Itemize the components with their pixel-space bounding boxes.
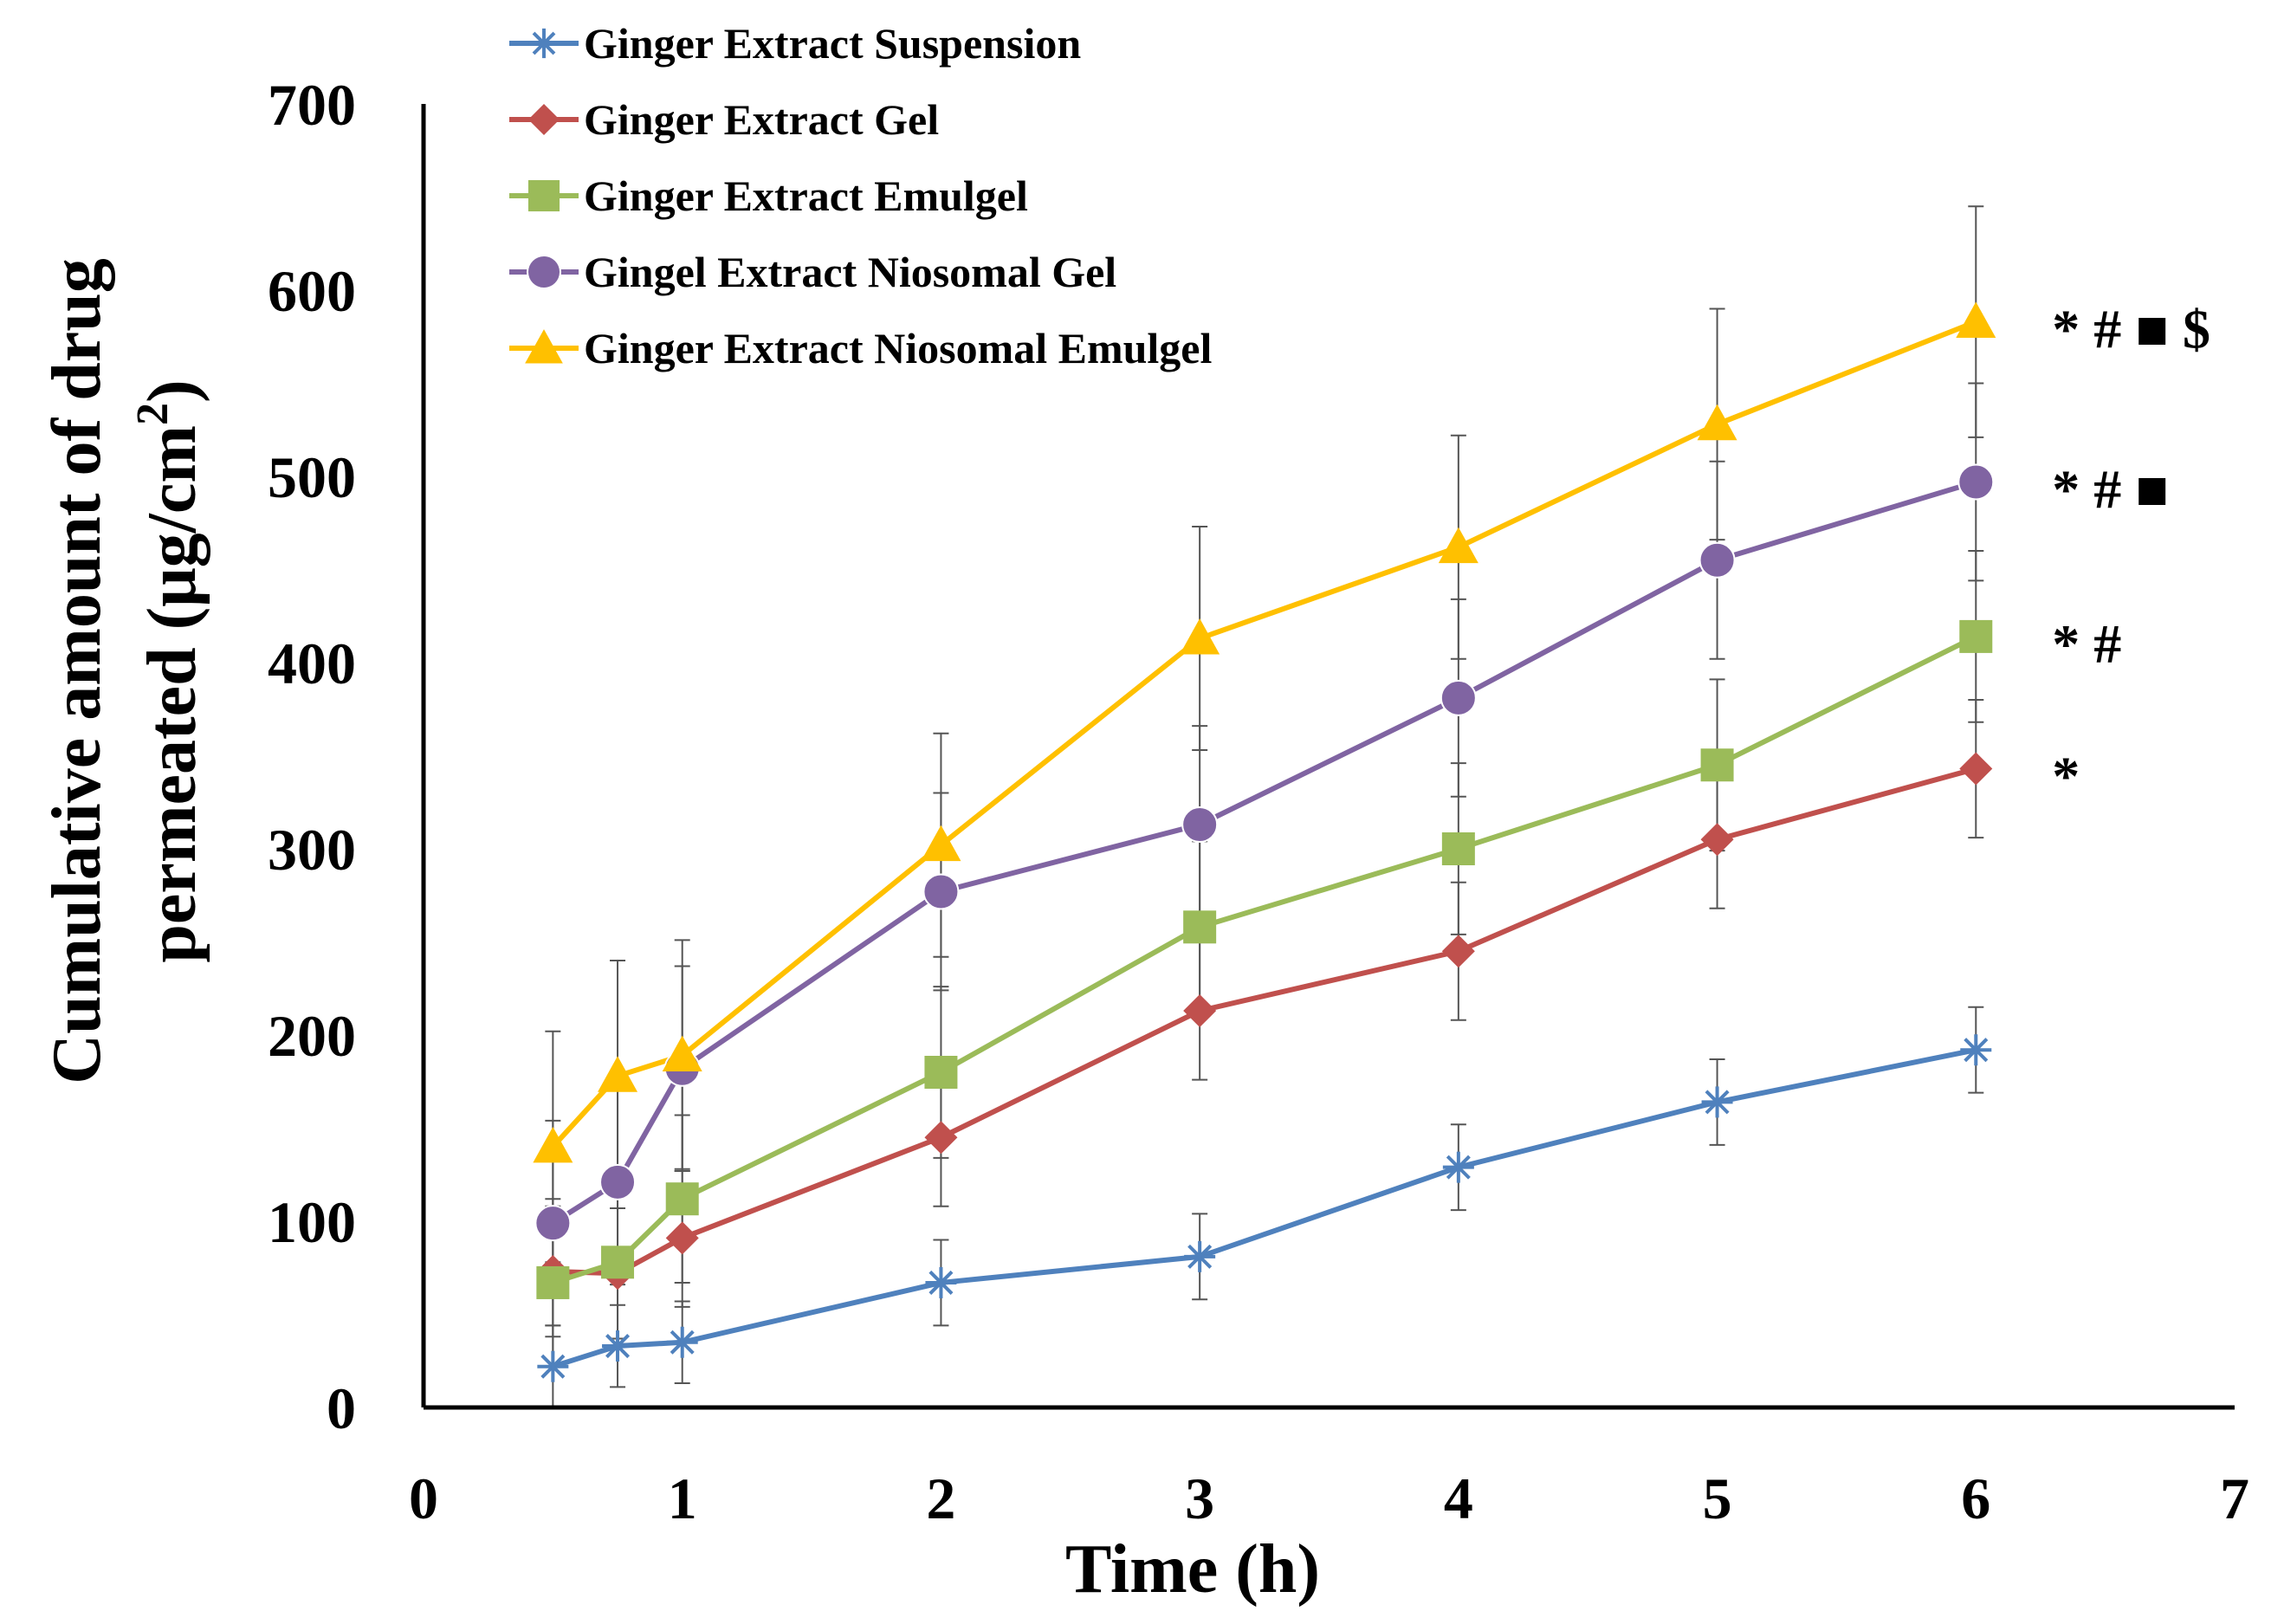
data-point-gingel-extract-niosomal-gel-7 — [1957, 463, 1995, 501]
legend-swatch-marker — [525, 329, 563, 364]
annotation-gingel-extract-niosomal-gel: * # ■ — [2052, 458, 2169, 520]
y-axis-title-superscript: 2 — [128, 403, 178, 425]
data-point-ginger-extract-emulgel-3 — [924, 1056, 958, 1089]
x-tick-label-3: 3 — [1185, 1465, 1214, 1531]
y-tick-label-500: 500 — [268, 444, 356, 510]
legend: Ginger Extract Suspension Ginger Extract … — [509, 19, 1212, 372]
x-axis-title: Time (h) — [1065, 1531, 1320, 1608]
y-axis-title-unit: permeated (μg/cm — [134, 425, 210, 963]
legend-swatch-marker — [527, 179, 560, 212]
y-tick-label-400: 400 — [268, 631, 356, 696]
data-point-ginger-extract-suspension-2 — [666, 1326, 698, 1358]
x-tick-label-7: 7 — [2220, 1465, 2249, 1531]
data-point-ginger-extract-suspension-3 — [925, 1266, 957, 1298]
data-point-gingel-extract-niosomal-gel-6 — [1698, 541, 1736, 579]
data-point-gingel-extract-niosomal-gel-3 — [922, 873, 960, 910]
data-point-ginger-extract-niosomal-emulgel-6 — [1697, 404, 1737, 441]
y-tick-label-200: 200 — [268, 1003, 356, 1069]
error-bars — [545, 205, 1984, 1408]
significance-annotations: * # ■ $ * # ■ * # * — [2052, 299, 2210, 807]
y-tick-label-0: 0 — [327, 1375, 356, 1441]
series-line-ginger-extract-niosomal-emulgel — [551, 319, 1977, 1149]
series-line-ginger-extract-gel — [553, 766, 1977, 1277]
legend-label: Ginger Extract Emulgel — [584, 171, 1028, 220]
y-tick-label-300: 300 — [268, 817, 356, 883]
error-bars-gingel-extract-niosomal-gel — [545, 382, 1984, 1327]
y-tick-label-100: 100 — [268, 1189, 356, 1255]
series-lines — [551, 319, 1977, 1369]
data-point-ginger-extract-emulgel-7 — [1959, 619, 1993, 653]
legend-entry-ginger-extract-niosomal-emulgel: Ginger Extract Niosomal Emulgel — [509, 324, 1212, 372]
x-tick-label-4: 4 — [1444, 1465, 1473, 1531]
data-point-ginger-extract-niosomal-emulgel-0 — [533, 1127, 573, 1163]
annotation-ginger-extract-niosomal-emulgel: * # ■ $ — [2052, 299, 2210, 360]
data-point-ginger-extract-gel-3 — [924, 1121, 958, 1155]
data-point-ginger-extract-gel-7 — [1959, 752, 1993, 786]
y-tick-label-600: 600 — [268, 258, 356, 324]
data-point-ginger-extract-emulgel-6 — [1700, 748, 1734, 782]
data-point-gingel-extract-niosomal-gel-4 — [1181, 806, 1219, 844]
markers-ginger-extract-emulgel — [536, 619, 1993, 1299]
series-markers — [533, 301, 1996, 1382]
data-point-ginger-extract-emulgel-4 — [1183, 910, 1217, 944]
data-point-ginger-extract-niosomal-emulgel-4 — [1180, 618, 1220, 655]
series-line-ginger-extract-suspension — [552, 1047, 1977, 1369]
data-point-gingel-extract-niosomal-gel-1 — [599, 1163, 637, 1200]
data-point-ginger-extract-suspension-4 — [1184, 1240, 1216, 1272]
y-axis-title-line2: permeated (μg/cm2) — [128, 379, 210, 962]
legend-label: Ginger Extract Gel — [584, 95, 939, 144]
x-tick-label-6: 6 — [1961, 1465, 1990, 1531]
data-point-ginger-extract-niosomal-emulgel-5 — [1438, 527, 1478, 564]
data-point-ginger-extract-niosomal-emulgel-2 — [662, 1035, 702, 1072]
y-axis-title-line1: Cumulative amount of drug — [39, 258, 115, 1084]
x-tick-label-5: 5 — [1703, 1465, 1732, 1531]
data-point-ginger-extract-emulgel-1 — [601, 1245, 635, 1279]
data-point-gingel-extract-niosomal-gel-5 — [1440, 679, 1477, 716]
y-axis-title-close: ) — [134, 379, 210, 403]
legend-entry-ginger-extract-gel: Ginger Extract Gel — [509, 95, 939, 144]
legend-label: Ginger Extract Suspension — [584, 19, 1081, 68]
legend-entry-gingel-extract-niosomal-gel: Gingel Extract Niosomal Gel — [509, 248, 1116, 296]
markers-ginger-extract-suspension — [537, 1034, 1992, 1382]
data-point-ginger-extract-suspension-7 — [1960, 1034, 1992, 1066]
data-point-ginger-extract-suspension-1 — [602, 1330, 634, 1362]
annotation-ginger-extract-emulgel: * # — [2052, 613, 2121, 675]
data-point-ginger-extract-niosomal-emulgel-1 — [598, 1056, 638, 1092]
legend-label: Gingel Extract Niosomal Gel — [584, 248, 1116, 296]
legend-label: Ginger Extract Niosomal Emulgel — [584, 324, 1212, 372]
x-tick-label-2: 2 — [926, 1465, 955, 1531]
data-point-ginger-extract-suspension-0 — [537, 1350, 569, 1382]
markers-gingel-extract-niosomal-gel — [534, 463, 1995, 1242]
data-point-ginger-extract-gel-6 — [1700, 823, 1734, 857]
x-tick-label-1: 1 — [668, 1465, 697, 1531]
markers-ginger-extract-niosomal-emulgel — [533, 301, 1996, 1163]
annotation-ginger-extract-gel: * — [2052, 746, 2080, 807]
data-point-ginger-extract-niosomal-emulgel-7 — [1956, 301, 1996, 338]
legend-entry-ginger-extract-emulgel: Ginger Extract Emulgel — [509, 171, 1028, 220]
x-tick-label-0: 0 — [409, 1465, 438, 1531]
data-point-ginger-extract-emulgel-2 — [665, 1182, 699, 1216]
data-point-ginger-extract-gel-2 — [665, 1221, 699, 1255]
y-tick-labels: 0 100 200 300 400 500 600 700 — [268, 72, 356, 1441]
data-point-ginger-extract-suspension-5 — [1442, 1151, 1474, 1183]
x-tick-labels: 0 1 2 3 4 5 6 7 — [409, 1465, 2249, 1531]
data-point-ginger-extract-niosomal-emulgel-3 — [921, 825, 961, 862]
legend-swatch-marker — [527, 103, 560, 136]
data-point-ginger-extract-suspension-6 — [1701, 1086, 1733, 1118]
data-point-ginger-extract-emulgel-5 — [1441, 832, 1475, 865]
legend-swatch-marker — [528, 28, 560, 59]
series-line-gingel-extract-niosomal-gel — [551, 479, 1977, 1226]
axes — [421, 104, 2235, 1410]
series-line-ginger-extract-emulgel — [552, 634, 1977, 1285]
error-bars-ginger-extract-emulgel — [545, 550, 1984, 1368]
data-point-ginger-extract-gel-4 — [1183, 994, 1217, 1028]
legend-entry-ginger-extract-suspension: Ginger Extract Suspension — [509, 19, 1081, 68]
y-axis-title: Cumulative amount of drug permeated (μg/… — [39, 258, 210, 1084]
data-point-ginger-extract-emulgel-0 — [536, 1265, 570, 1299]
data-point-gingel-extract-niosomal-gel-0 — [534, 1205, 572, 1242]
legend-swatch-marker — [527, 255, 561, 289]
y-tick-label-700: 700 — [268, 72, 356, 138]
data-point-ginger-extract-gel-5 — [1441, 935, 1475, 968]
